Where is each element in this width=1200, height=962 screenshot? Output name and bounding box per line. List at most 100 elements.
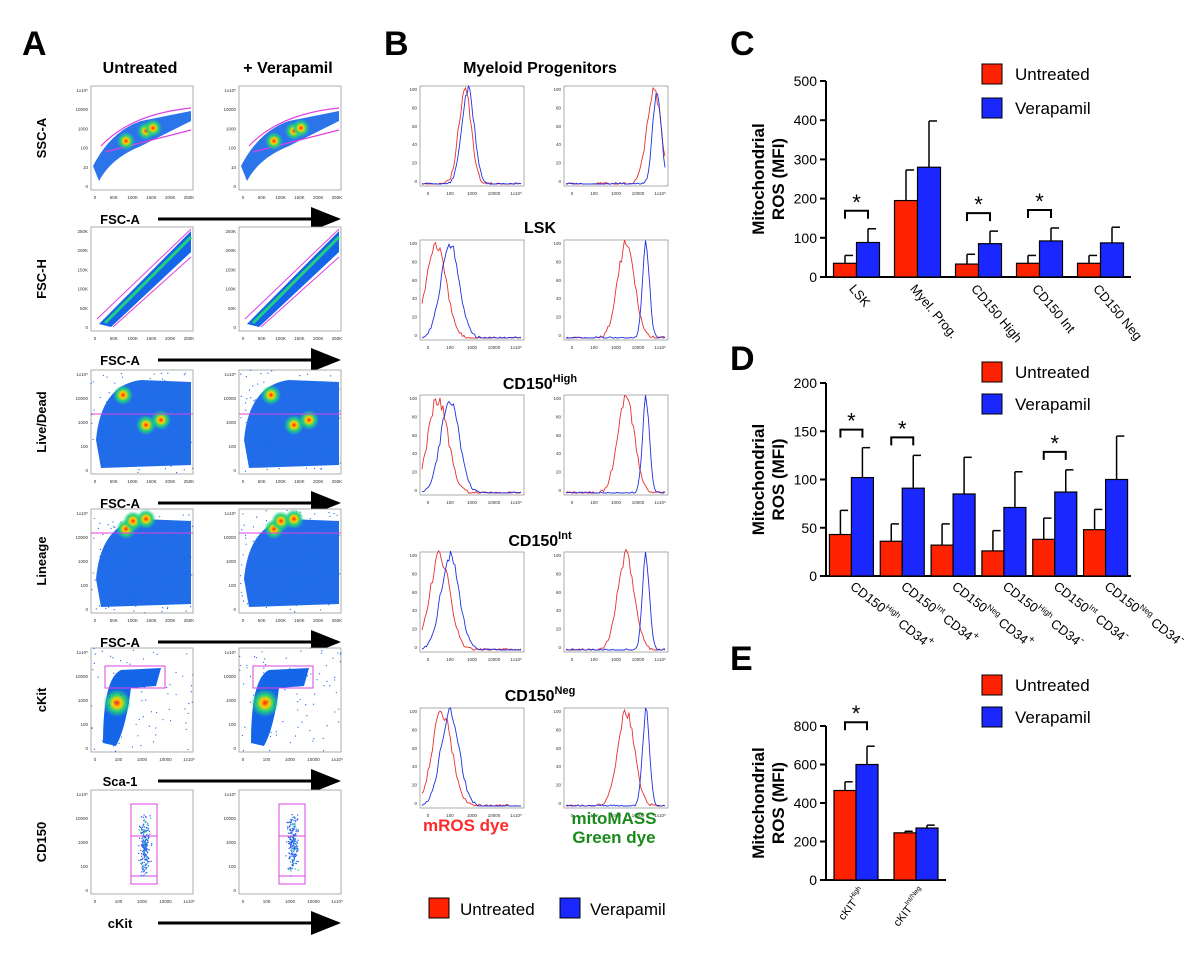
- density-speck: [118, 742, 120, 745]
- gate-outline: [104, 129, 192, 153]
- flow-ytick: 1000: [78, 559, 89, 564]
- hist-ytick: 20: [412, 161, 418, 166]
- density-speck: [329, 375, 332, 377]
- density-speck: [143, 450, 145, 452]
- density-speck: [92, 572, 94, 574]
- bar-untreated: [832, 262, 858, 278]
- hist-xtick: 10000: [632, 500, 645, 505]
- bar-untreated: [1015, 262, 1041, 278]
- gate-outline: [248, 107, 340, 147]
- legend-d-verapamil-label: Verapamil: [1015, 395, 1091, 414]
- density-speck: [292, 844, 294, 847]
- density-speck: [244, 534, 247, 536]
- density-speck: [275, 731, 277, 733]
- hist-ytick: 40: [556, 142, 562, 147]
- density-speck: [255, 565, 257, 567]
- density-speck: [278, 468, 280, 470]
- flow-ytick: 10000: [223, 396, 236, 401]
- flow-ytick: 100K: [77, 287, 88, 292]
- density-speck: [145, 400, 148, 402]
- density-speck: [297, 685, 300, 687]
- hist-xtick: 1x10⁵: [654, 500, 666, 505]
- density-speck: [102, 589, 104, 591]
- legend-d-untreated-label: Untreated: [1015, 363, 1090, 382]
- density-speck: [141, 829, 143, 831]
- density-speck: [95, 608, 97, 610]
- flow-ytick: 0: [85, 746, 88, 751]
- density-speck: [179, 425, 181, 427]
- density-speck: [260, 373, 262, 375]
- density-speck: [268, 446, 270, 449]
- density-speck: [119, 582, 121, 584]
- flow-ytick: 1x10⁵: [76, 650, 88, 655]
- density-speck: [283, 431, 285, 433]
- density-speck: [141, 544, 144, 547]
- density-speck: [285, 560, 287, 562]
- density-speck: [265, 510, 267, 512]
- density-speck: [187, 446, 189, 448]
- density-speck: [269, 437, 271, 439]
- density-speck: [104, 405, 106, 408]
- hist-xtick: 100: [590, 657, 598, 662]
- flow-xtick: 150K: [294, 195, 305, 200]
- density-speck: [254, 399, 256, 401]
- flow-ytick: 1x10⁵: [76, 88, 88, 93]
- density-speck: [171, 408, 173, 410]
- chart-ylabel-line1: Mitochondrial: [749, 123, 768, 234]
- density-speck: [302, 401, 304, 403]
- density-speck: [148, 451, 150, 454]
- density-speck: [127, 702, 130, 704]
- bar-verapamil: [1104, 478, 1129, 577]
- density-speck: [333, 426, 335, 428]
- density-speck: [183, 469, 185, 471]
- histogram-row-title-2: CD150High: [503, 373, 578, 393]
- row-ylabel-1: FSC-H: [34, 259, 49, 299]
- density-cloud: [96, 519, 191, 607]
- flow-ytick: 1x10⁵: [224, 650, 236, 655]
- histogram-title-superscript: Neg: [555, 685, 576, 697]
- density-speck: [328, 511, 330, 514]
- density-speck: [309, 647, 311, 649]
- category-label-sup: +: [1026, 634, 1038, 646]
- flow-xtick: 150K: [146, 336, 157, 341]
- category-label-sup: -: [1123, 630, 1133, 641]
- density-speck: [267, 581, 269, 583]
- density-speck: [295, 834, 297, 837]
- density-speck: [141, 862, 144, 864]
- density-speck: [325, 460, 327, 462]
- density-speck: [320, 463, 323, 466]
- density-speck: [289, 608, 291, 611]
- flow-xtick: 200K: [165, 336, 176, 341]
- density-speck: [292, 863, 294, 865]
- panel-letter-e: E: [730, 640, 753, 678]
- density-speck: [264, 721, 266, 723]
- bar-verapamil: [1099, 242, 1125, 278]
- significance-bracket: [839, 428, 864, 438]
- hist-xtick: 1x10⁵: [510, 191, 522, 196]
- density-speck: [246, 603, 248, 605]
- density-speck: [269, 558, 272, 560]
- histogram-title-main: CD150: [503, 376, 553, 393]
- density-speck: [134, 431, 136, 433]
- density-speck: [94, 653, 96, 655]
- density-speck: [99, 555, 101, 557]
- gate-outline: [252, 129, 340, 153]
- density-speck: [314, 526, 316, 528]
- hist-xtick: 10000: [488, 500, 501, 505]
- density-speck: [100, 561, 102, 564]
- hist-ytick: 0: [414, 645, 417, 650]
- density-speck: [264, 664, 267, 666]
- density-speck: [130, 565, 132, 567]
- density-speck: [291, 832, 293, 835]
- flow-xtick: 100: [263, 757, 271, 762]
- density-speck: [143, 831, 146, 834]
- density-speck: [310, 534, 313, 536]
- density-speck: [133, 597, 136, 599]
- density-speck: [143, 874, 145, 876]
- legend-d: Untreated Verapamil: [981, 361, 1091, 415]
- legend-e-verapamil-swatch: [981, 706, 1003, 728]
- density-speck: [137, 471, 139, 473]
- flow-xtick: 0: [242, 899, 245, 904]
- density-speck: [190, 441, 192, 443]
- density-speck: [147, 865, 149, 867]
